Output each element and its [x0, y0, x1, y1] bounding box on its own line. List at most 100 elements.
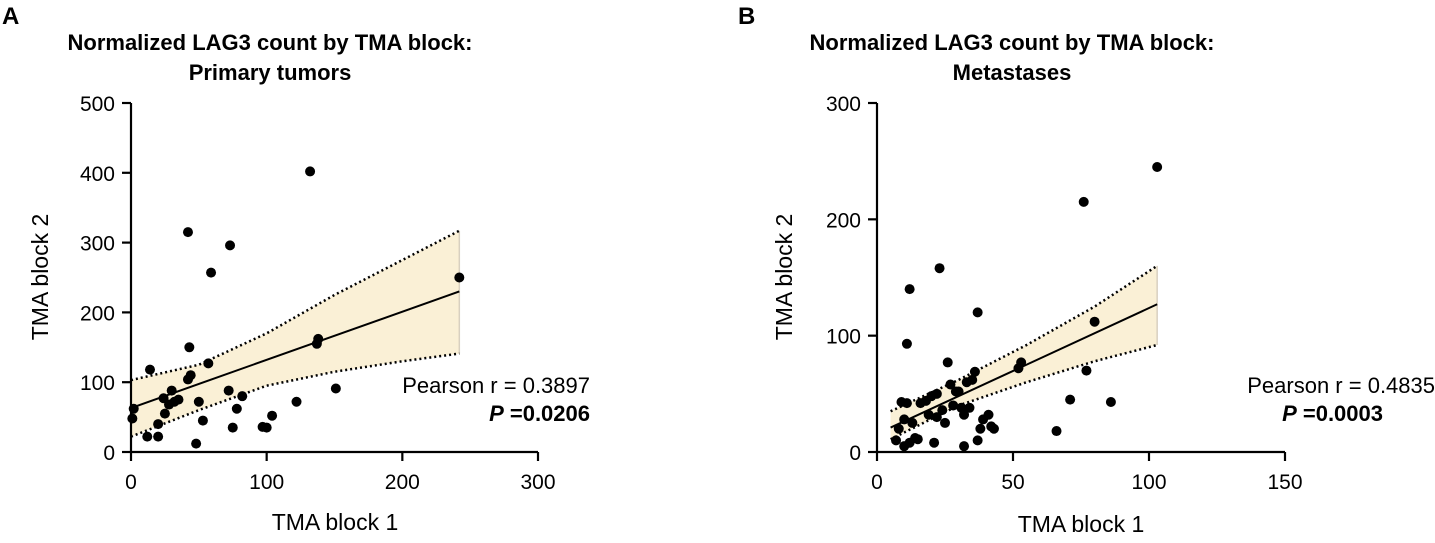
chart-a-y-tick-label: 400	[80, 163, 115, 186]
chart-b-data-point	[929, 437, 940, 448]
chart-b-y-axis-label: TMA block 2	[771, 214, 797, 341]
chart-b-p-value-line: P =0.0003	[1282, 401, 1383, 426]
chart-a-y-tick-label: 0	[103, 442, 115, 465]
chart-a-data-point	[142, 431, 153, 442]
chart-b-title-line-1: Normalized LAG3 count by TMA block:	[810, 30, 1215, 55]
chart-b-x-tick-label: 50	[1001, 471, 1024, 494]
chart-b-data-point	[959, 441, 970, 452]
chart-b-data-point	[1089, 316, 1100, 327]
chart-a-plot-area: 0 100 200 300 400 500 0 100 200 300	[80, 93, 556, 494]
chart-a-data-point	[237, 391, 248, 402]
chart-a-data-point	[173, 394, 184, 405]
chart-b-y-tick-label: 100	[826, 326, 861, 349]
chart-a-regression-line	[130, 290, 460, 409]
chart-a-p-label: P	[489, 401, 504, 426]
chart-a-y-tick-label: 100	[80, 372, 115, 395]
chart-b-y-tick-label: 200	[826, 209, 861, 232]
chart-a-data-point	[184, 342, 195, 353]
chart-b-data-point	[1081, 365, 1092, 376]
chart-a-data-point	[291, 396, 302, 407]
chart-a-data-point	[197, 415, 208, 426]
chart-b-data-point	[953, 386, 964, 397]
chart-a-p-value: =0.0206	[504, 401, 590, 426]
chart-a-x-tick-label: 200	[385, 471, 420, 494]
chart-b-data-point	[959, 409, 970, 420]
chart-a-x-tick-label: 0	[125, 471, 137, 494]
chart-b-plot-area: 0 100 200 300 0 50 100 150	[826, 93, 1303, 494]
chart-b-data-point	[969, 366, 980, 377]
chart-b-data-point	[975, 423, 986, 434]
chart-b-p-label: P	[1282, 401, 1297, 426]
chart-a-data-point	[261, 422, 272, 433]
chart-a-data-point	[127, 413, 138, 424]
chart-a-data-point	[231, 403, 242, 414]
chart-b-data-point	[1105, 396, 1116, 407]
chart-a-data-point	[128, 403, 139, 414]
chart-a-data-point	[185, 370, 196, 381]
panel-letter-b: B	[738, 3, 755, 30]
chart-a-data-point	[166, 385, 177, 396]
chart-a-ci-lower-line	[130, 352, 460, 438]
chart-b-data-point	[904, 284, 915, 295]
chart-b-data-point	[912, 434, 923, 445]
chart-a-data-point	[144, 364, 155, 375]
chart-a-data-point	[203, 358, 214, 369]
chart-b-data-point	[1078, 196, 1089, 207]
chart-a-title-line-2: Primary tumors	[189, 60, 352, 85]
chart-b-data-point	[972, 435, 983, 446]
chart-b-ci-upper-line	[890, 264, 1158, 413]
chart-b-data-point	[940, 417, 950, 428]
chart-b-data-point	[942, 357, 953, 368]
chart-a-data-point	[182, 227, 193, 238]
chart-a-data-point	[191, 438, 202, 449]
chart-b-p-value: =0.0003	[1297, 401, 1383, 426]
panel-a: A Normalized LAG3 count by TMA block: Pr…	[2, 3, 590, 535]
chart-b-data-point	[988, 423, 999, 434]
chart-a-y-tick-label: 200	[80, 302, 115, 325]
chart-b-y-tick-label: 300	[826, 93, 861, 116]
chart-a-title-line-1: Normalized LAG3 count by TMA block:	[68, 30, 473, 55]
chart-a-confidence-band	[131, 230, 460, 437]
panel-b: B Normalized LAG3 count by TMA block: Me…	[738, 3, 1435, 537]
chart-b-data-point	[901, 398, 912, 409]
chart-a-data-point	[313, 333, 324, 344]
chart-b-data-point	[923, 409, 934, 420]
chart-a-x-tick-label: 300	[520, 471, 555, 494]
chart-a-x-axis-label: TMA block 1	[272, 509, 399, 535]
chart-b-data-point	[967, 374, 978, 385]
chart-a-p-value-line: P =0.0206	[489, 401, 590, 426]
chart-a-x-tick-label: 100	[249, 471, 284, 494]
chart-b-data-point	[1065, 394, 1076, 405]
chart-a-pearson-r: Pearson r = 0.3897	[402, 373, 590, 398]
chart-b-data-point	[931, 412, 942, 423]
chart-b-data-point	[1051, 426, 1062, 437]
chart-a-data-point	[153, 419, 164, 430]
chart-b-data-point	[893, 423, 904, 434]
chart-b-data-point	[899, 414, 910, 425]
chart-b-data-point	[964, 402, 975, 413]
chart-b-data-point	[901, 338, 912, 349]
chart-a-data-point	[267, 410, 278, 421]
chart-b-data-point	[937, 405, 948, 416]
chart-b-data-point	[972, 307, 983, 318]
chart-a-y-tick-label: 300	[80, 233, 115, 256]
chart-b-data-point	[983, 409, 994, 420]
chart-b-pearson-r: Pearson r = 0.4835	[1247, 373, 1435, 398]
chart-b-data-point	[934, 263, 945, 274]
chart-a-data-point	[225, 240, 236, 251]
chart-b-title-line-2: Metastases	[953, 60, 1072, 85]
chart-b-x-tick-label: 0	[871, 471, 883, 494]
chart-a-y-tick-label: 500	[80, 93, 115, 116]
chart-a-data-point	[454, 272, 465, 283]
chart-a-data-point	[153, 431, 164, 442]
panel-letter-a: A	[2, 3, 19, 30]
chart-a-data-point	[227, 422, 238, 433]
chart-a-data-point	[223, 385, 234, 396]
chart-b-y-tick-label: 0	[849, 442, 861, 465]
chart-a-data-point	[193, 396, 204, 407]
chart-a-data-point	[330, 383, 341, 394]
chart-b-data-point	[1152, 161, 1163, 172]
chart-a-y-axis-label: TMA block 2	[27, 214, 53, 341]
chart-b-data-point	[931, 388, 942, 399]
chart-b-data-point	[945, 379, 956, 390]
